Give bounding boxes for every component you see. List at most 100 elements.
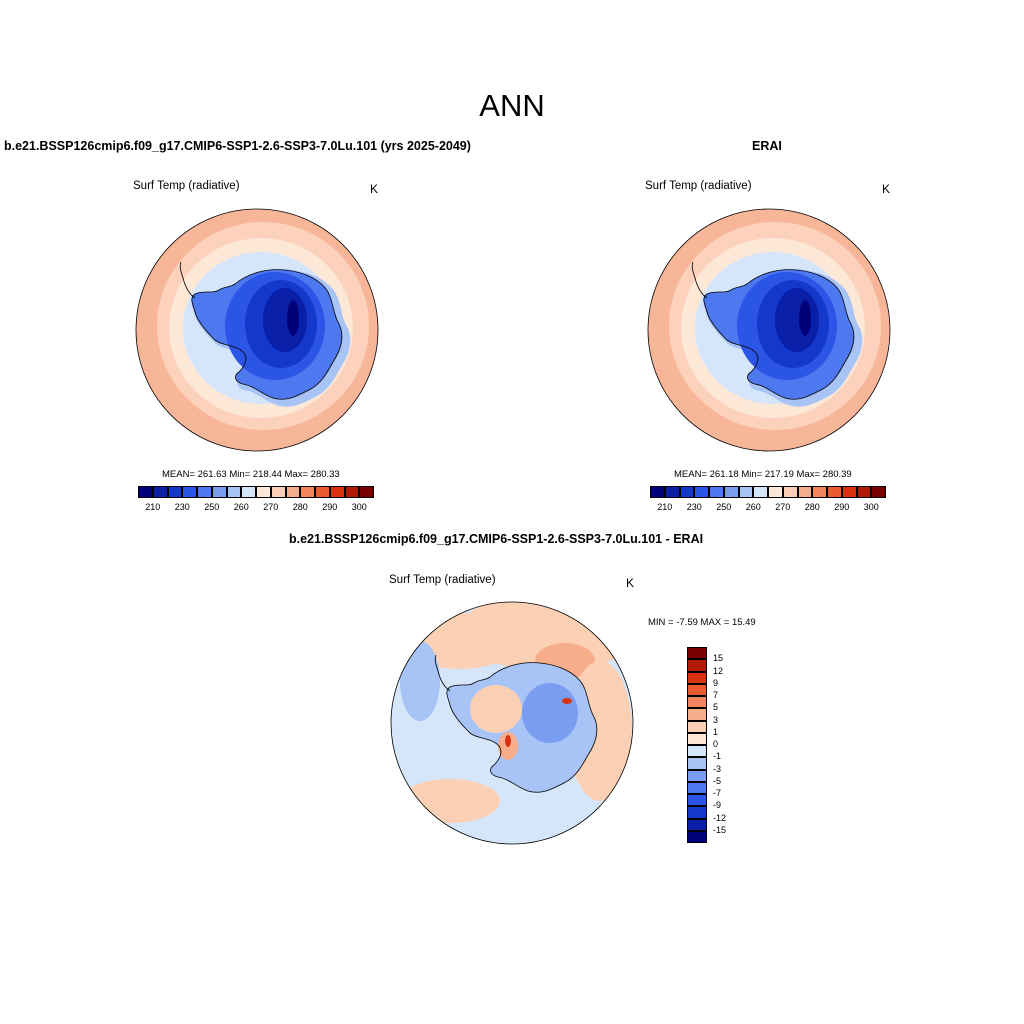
diff-land-colder — [522, 683, 578, 743]
colorbar-box — [687, 732, 707, 745]
map-border — [135, 208, 379, 452]
colorbar-box — [182, 486, 197, 498]
colorbar-tick-label: 250 — [716, 502, 732, 512]
panel-3-colorbar: 15 12 9 7 5 3 1 0 -1 -3 -5 -7 -9 -12 -15 — [687, 647, 726, 843]
panel-3-variable: Surf Temp (radiative) — [389, 574, 496, 586]
panel-2-variable: Surf Temp (radiative) — [645, 180, 752, 192]
colorbar-tick-label: 5 — [713, 702, 719, 713]
colorbar-box — [797, 486, 813, 498]
colorbar-box — [687, 781, 707, 794]
colorbar-tick-label: -3 — [713, 763, 722, 774]
colorbar-box — [687, 720, 707, 733]
colorbar-box — [344, 486, 360, 498]
colorbar-box — [687, 708, 707, 721]
colorbar-box — [687, 830, 707, 843]
colorbar-box — [226, 486, 242, 498]
panel-2-stats: MEAN= 261.18 Min= 217.19 Max= 280.39 — [674, 469, 852, 480]
colorbar-box — [687, 757, 707, 770]
coastline — [703, 269, 855, 400]
colorbar-box — [315, 486, 330, 498]
peninsula-coastline — [434, 654, 451, 692]
colorbar-box — [687, 806, 707, 819]
colorbar-tick-label: -9 — [713, 800, 722, 811]
colorbar-tick-label: 12 — [713, 665, 724, 676]
colorbar-tick-label: 300 — [863, 502, 879, 512]
panel-2-colorbar: 210 230 250 260 270 280 290 300 — [650, 486, 886, 512]
panel-2-title: ERAI — [752, 139, 782, 153]
colorbar-box — [738, 486, 754, 498]
colorbar-tick-label: 7 — [713, 690, 719, 700]
colorbar-tick-label: 210 — [145, 502, 161, 512]
colorbar-box — [871, 486, 886, 498]
ice-top-zone — [263, 288, 307, 352]
colorbar-tick-label: -15 — [713, 824, 727, 835]
colorbar-box — [197, 486, 212, 498]
colorbar-box — [329, 486, 345, 498]
panel-1-variable: Surf Temp (radiative) — [133, 180, 240, 192]
colorbar-tick-label: 250 — [204, 502, 220, 512]
colorbar-box — [687, 671, 707, 684]
colorbar-box — [856, 486, 872, 498]
colorbar-box — [687, 659, 707, 672]
colorbar-box — [679, 486, 695, 498]
colorbar-box — [211, 486, 227, 498]
peninsula-coastline — [179, 261, 196, 299]
colorbar-box — [687, 683, 707, 696]
diff-hot-spot — [505, 735, 511, 747]
colorbar-tick-label: 270 — [775, 502, 791, 512]
peninsula-coastline — [691, 261, 708, 299]
colorbar-tick-label: -12 — [713, 812, 727, 823]
ice-peak-zone — [799, 300, 811, 336]
colorbar-tick-label: 280 — [804, 502, 820, 512]
colorbar-tick-label: 1 — [713, 726, 719, 737]
colorbar-box — [650, 486, 665, 498]
colorbar-tick-label: 260 — [233, 502, 249, 512]
colorbar-box — [827, 486, 842, 498]
colorbar-box — [687, 794, 707, 807]
coastline — [446, 662, 598, 793]
colorbar-box — [812, 486, 827, 498]
colorbar-tick-label: 9 — [713, 677, 719, 688]
panel-2-units: K — [882, 182, 891, 196]
colorbar-box — [359, 486, 374, 498]
colorbar-box — [167, 486, 183, 498]
coastline — [191, 269, 343, 400]
colorbar-tick-label: 210 — [657, 502, 673, 512]
colorbar-tick-label: 15 — [713, 653, 724, 664]
colorbar-tick-label: 0 — [713, 739, 719, 749]
colorbar-tick-label: 300 — [351, 502, 367, 512]
panel-2-map — [647, 208, 891, 452]
ice-peak-zone — [287, 300, 299, 336]
colorbar-box — [138, 486, 153, 498]
colorbar-tick-label: -5 — [713, 775, 722, 786]
panel-3-title: b.e21.BSSP126cmip6.f09_g17.CMIP6-SSP1-2.… — [289, 532, 704, 546]
colorbar-box — [841, 486, 857, 498]
colorbar-box — [782, 486, 798, 498]
panel-3-units: K — [626, 576, 635, 590]
diff-hot-spot — [562, 698, 572, 704]
colorbar-box — [723, 486, 739, 498]
diff-land-warm — [470, 685, 522, 733]
colorbar-tick-label: 260 — [745, 502, 761, 512]
colorbar-tick-label: 290 — [322, 502, 338, 512]
colorbar-tick-label: -7 — [713, 788, 722, 798]
colorbar-box — [753, 486, 768, 498]
colorbar-box — [270, 486, 286, 498]
colorbar-box — [256, 486, 271, 498]
colorbar-box — [687, 818, 707, 831]
panel-1-units: K — [370, 182, 379, 196]
colorbar-box — [687, 696, 707, 709]
colorbar-box — [664, 486, 680, 498]
colorbar-box — [687, 769, 707, 782]
colorbar-box — [300, 486, 315, 498]
figure-title: ANN — [479, 88, 545, 123]
colorbar-box — [709, 486, 724, 498]
map-border — [647, 208, 891, 452]
colorbar-tick-label: 3 — [713, 714, 719, 725]
colorbar-box — [694, 486, 709, 498]
panel-3-map — [390, 601, 634, 845]
colorbar-tick-label: 280 — [292, 502, 308, 512]
colorbar-box — [285, 486, 301, 498]
panel-1-map — [135, 208, 379, 452]
diff-cold-region — [400, 641, 440, 721]
